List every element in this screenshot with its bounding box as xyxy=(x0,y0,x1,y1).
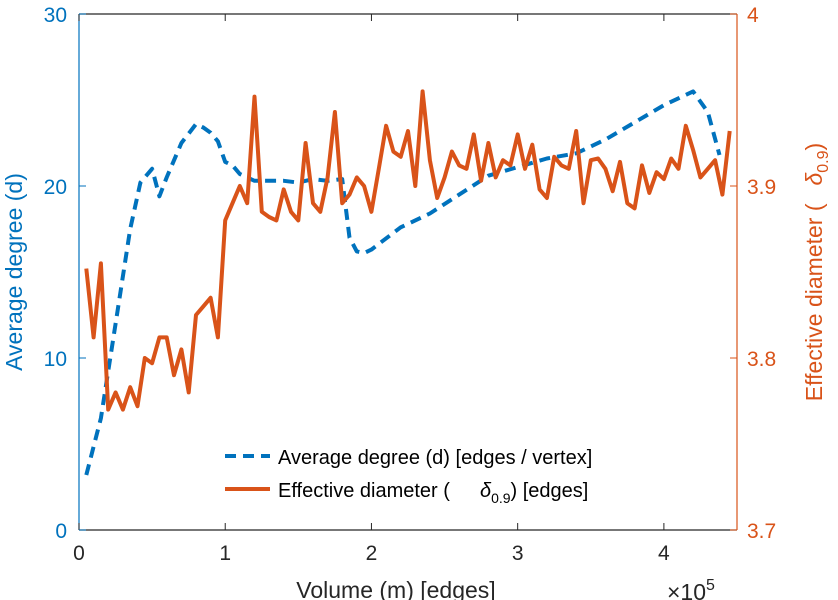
right-axis-label-subscript: 0.9 xyxy=(815,150,832,172)
legend-label-effective-diameter-main: Effective diameter ( xyxy=(278,480,450,502)
x-tick-label: 2 xyxy=(366,542,378,565)
x-tick-label: 1 xyxy=(219,542,231,565)
legend: Average degree (d) [edges / vertex] Effe… xyxy=(225,447,592,506)
x-axis-label: Volume (m) [edges] xyxy=(296,577,495,600)
right-tick-label: 3.8 xyxy=(747,348,776,371)
right-axis-label-delta: δ xyxy=(801,172,827,185)
legend-label-effective-diameter-close: ) [edges] xyxy=(511,480,589,502)
right-tick-label: 3.7 xyxy=(747,520,776,543)
axes-frame xyxy=(78,13,738,531)
tick-layer: 0 1 2 3 4 0 10 20 30 3.7 3.8 3.9 4 xyxy=(44,4,777,565)
x-axis-exponent-base: ×10 xyxy=(667,579,706,600)
right-axis-label-main: Effective diameter ( xyxy=(801,203,827,401)
x-axis-exponent: ×105 xyxy=(667,577,715,600)
right-tick-label: 4 xyxy=(747,4,759,27)
x-axis-exponent-power: 5 xyxy=(706,577,715,594)
legend-label-effective-diameter-delta: δ xyxy=(480,480,492,502)
right-tick-label: 3.9 xyxy=(747,176,776,199)
left-tick-label: 10 xyxy=(44,348,67,371)
x-tick-label: 4 xyxy=(658,542,670,565)
legend-label-effective-diameter-subscript: 0.9 xyxy=(491,490,511,506)
right-axis-label: Effective diameter ( δ0.9) xyxy=(801,143,832,401)
legend-label-average-degree: Average degree (d) [edges / vertex] xyxy=(278,447,592,469)
average-degree-series-line xyxy=(84,89,722,476)
effective-diameter-series-line xyxy=(84,89,732,412)
series-layer xyxy=(84,89,732,476)
left-tick-label: 0 xyxy=(55,520,67,543)
left-axis-label: Average degree (d) xyxy=(1,173,27,371)
svg-text:Effective diameter (δ0.9): Effective diameter ( δ0.9) xyxy=(801,143,832,401)
x-tick-label: 0 xyxy=(73,542,85,565)
left-tick-label: 30 xyxy=(44,4,67,27)
right-axis-label-close: ) xyxy=(801,143,827,151)
x-tick-label: 3 xyxy=(512,542,524,565)
left-tick-label: 20 xyxy=(44,176,67,199)
legend-label-effective-diameter: Effective diameter ( δ0.9) [edges] xyxy=(278,480,588,506)
